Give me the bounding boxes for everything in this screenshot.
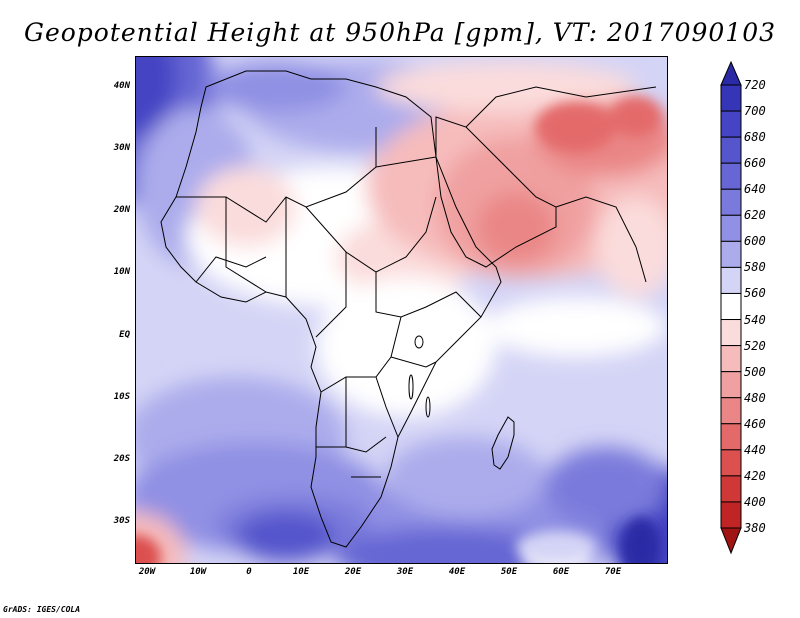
colorbar-label: 400 xyxy=(744,494,766,509)
height-field xyxy=(136,57,667,563)
colorbar-cell xyxy=(720,292,742,321)
colorbar-cell xyxy=(720,449,742,477)
colorbar-label: 480 xyxy=(744,390,766,405)
colorbar-label: 420 xyxy=(744,468,766,483)
coastlines xyxy=(160,70,657,548)
lon-label: 0 xyxy=(246,567,252,577)
chart-title: Geopotential Height at 950hPa [gpm], VT:… xyxy=(23,18,777,47)
arabia-coastline xyxy=(435,116,557,268)
colorbar-label: 620 xyxy=(744,208,766,223)
lon-label: 50E xyxy=(500,567,518,577)
colorbar-cell xyxy=(720,501,742,529)
colorbar-label: 660 xyxy=(744,156,766,171)
lat-label: 20S xyxy=(113,454,130,464)
colorbar-label: 640 xyxy=(744,182,766,197)
lon-label: 10W xyxy=(189,567,207,577)
lon-label: 60E xyxy=(552,567,570,577)
colorbar-cell xyxy=(720,423,742,451)
colorbar-cell xyxy=(720,188,742,216)
lon-label: 20E xyxy=(344,567,362,577)
colorbar-label: 700 xyxy=(744,104,766,119)
colorbar-label: 600 xyxy=(744,234,766,249)
colorbar-cell xyxy=(720,266,742,294)
lat-label: 20N xyxy=(113,205,130,215)
lat-label: 10N xyxy=(113,267,130,277)
lat-label: 10S xyxy=(113,392,130,402)
colorbar-label: 440 xyxy=(744,442,766,457)
colorbar-cell xyxy=(720,319,742,347)
lon-label: 10E xyxy=(292,567,310,577)
colorbar-label: 680 xyxy=(744,130,766,145)
colorbar-cell xyxy=(720,371,742,399)
colorbar-cell xyxy=(720,240,742,268)
lat-label: 40N xyxy=(113,81,130,91)
map-panel xyxy=(135,56,668,564)
colorbar-top-arrow xyxy=(720,60,742,86)
colorbar-cell xyxy=(720,84,742,112)
colorbar-label: 520 xyxy=(744,338,766,353)
africa-coastline xyxy=(160,70,502,548)
colorbar-label: 500 xyxy=(744,364,766,379)
colorbar-cell xyxy=(720,136,742,164)
lakes xyxy=(408,335,431,418)
madagascar-coastline xyxy=(491,416,515,470)
colorbar-cell xyxy=(720,397,742,425)
map-canvas xyxy=(136,57,667,563)
colorbar xyxy=(720,60,742,555)
colorbar-cell xyxy=(720,214,742,242)
colorbar-label: 580 xyxy=(744,260,766,275)
credit-text: GrADS: IGES/COLA xyxy=(3,605,81,614)
colorbar-cell xyxy=(720,110,742,138)
colorbar-cell xyxy=(720,162,742,190)
colorbar-cell xyxy=(720,345,742,373)
colorbar-label: 540 xyxy=(744,312,766,327)
colorbar-label: 380 xyxy=(744,521,766,535)
lon-label: 30E xyxy=(396,567,414,577)
colorbar-label: 720 xyxy=(744,78,766,92)
colorbar-label: 460 xyxy=(744,416,766,431)
field-details xyxy=(136,97,661,563)
lon-label: 20W xyxy=(138,567,156,577)
colorbar-label: 560 xyxy=(744,286,766,301)
colorbar-cell xyxy=(720,475,742,503)
lat-label: 30N xyxy=(113,143,130,153)
lat-label: 30S xyxy=(113,516,130,526)
colorbar-bottom-arrow xyxy=(720,527,742,555)
lon-label: 70E xyxy=(604,567,622,577)
lon-label: 40E xyxy=(448,567,466,577)
lat-label: EQ xyxy=(119,330,130,340)
